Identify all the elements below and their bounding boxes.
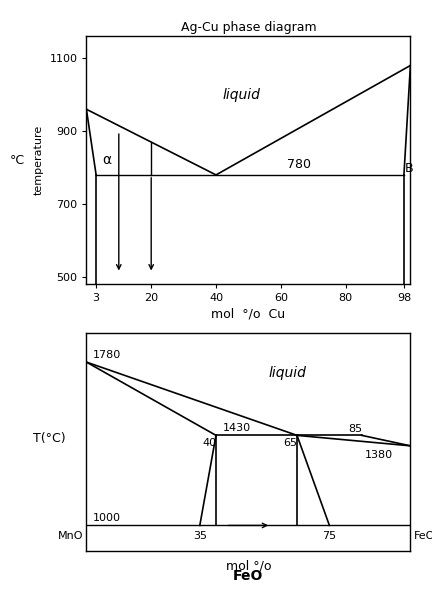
Text: 1430: 1430 [222,424,251,433]
Text: MnO: MnO [57,531,83,541]
Text: B: B [404,162,413,175]
Text: FeO: FeO [233,569,264,583]
Text: 1000: 1000 [93,513,121,523]
Text: liquid: liquid [268,365,306,379]
Text: °C: °C [10,154,25,167]
Text: FeO: FeO [413,531,432,541]
Text: 40: 40 [203,438,216,448]
Text: α: α [103,153,112,168]
Text: 75: 75 [322,531,337,541]
X-axis label: mol  °/o  Cu: mol °/o Cu [211,307,286,321]
Text: temperature: temperature [34,125,44,195]
Text: liquid: liquid [223,88,261,102]
Text: 35: 35 [193,531,207,541]
Text: 65: 65 [283,438,298,448]
Text: 780: 780 [287,159,311,171]
Text: T(°C): T(°C) [33,432,66,445]
Text: mol °/o: mol °/o [226,559,271,572]
Text: 1380: 1380 [365,450,393,460]
Title: Ag-Cu phase diagram: Ag-Cu phase diagram [181,21,316,34]
Text: 85: 85 [348,424,362,434]
Text: 1780: 1780 [93,350,121,360]
